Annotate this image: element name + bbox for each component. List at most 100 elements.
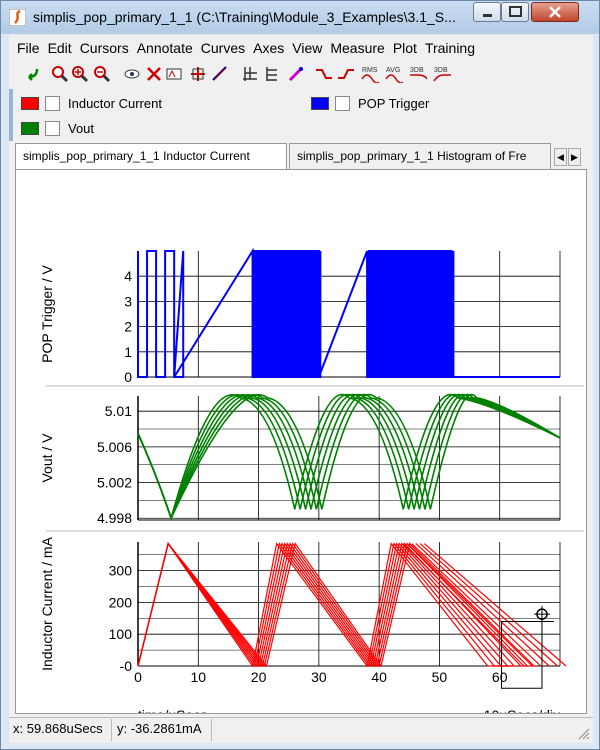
menu-training[interactable]: Training xyxy=(424,40,475,56)
inductor-current-trace xyxy=(423,543,567,667)
y-axis-label: POP Trigger / V xyxy=(39,264,55,362)
curve-legend: Inductor Current POP Trigger Vout xyxy=(9,89,593,141)
status-bar: x: 59.868uSecs y: -36.2861mA xyxy=(9,717,593,743)
x-division-label: 10uSecs/div xyxy=(484,707,560,713)
menu-file[interactable]: File xyxy=(17,40,40,56)
status-separator xyxy=(111,719,112,741)
waveform-plot[interactable]: 0 1 2 3 4 POP Trigger / V 4.998 5.002 5.006 5.01 V… xyxy=(16,170,586,723)
y-tick-label: 300 xyxy=(109,563,133,579)
legend-swatch-inductor-current xyxy=(21,96,39,110)
eye-icon[interactable] xyxy=(123,65,141,83)
menu-axes[interactable]: Axes xyxy=(253,40,285,56)
status-y-readout: y: -36.2861mA xyxy=(117,721,202,736)
window-title: simplis_pop_primary_1_1 (C:\Training\Mod… xyxy=(33,9,456,25)
legend-splitter[interactable] xyxy=(9,89,13,141)
vout-trace xyxy=(137,393,561,521)
tab-scroll-left-icon[interactable]: ◀ xyxy=(554,148,567,166)
y-tick-label: -0 xyxy=(120,658,133,674)
3db-point-icon[interactable]: 3DB xyxy=(409,65,427,83)
y-tick-label: 4.998 xyxy=(97,510,132,526)
legend-swatch-vout xyxy=(21,121,39,135)
y-tick-label: 200 xyxy=(109,594,133,610)
simplis-app-icon xyxy=(9,9,26,26)
close-icon xyxy=(549,6,561,18)
tab-inductor-current[interactable]: simplis_pop_primary_1_1 Inductor Current xyxy=(15,143,287,171)
vout-trace xyxy=(137,393,561,521)
menu-measure[interactable]: Measure xyxy=(330,40,385,56)
toolbar: RMS AVG 3DB 3DB xyxy=(9,63,593,87)
legend-checkbox-vout[interactable] xyxy=(45,120,60,136)
abc-label-icon[interactable] xyxy=(165,65,183,83)
delete-curve-icon[interactable] xyxy=(145,65,163,83)
inductor-current-trace xyxy=(411,543,542,667)
zoom-in-icon[interactable] xyxy=(71,65,89,83)
legend-swatch-pop-trigger xyxy=(311,96,329,110)
fall-time-icon[interactable] xyxy=(337,65,355,83)
menu-plot[interactable]: Plot xyxy=(392,40,417,56)
cursor-grid-icon[interactable] xyxy=(189,65,207,83)
axis-grid-icon[interactable] xyxy=(241,65,259,83)
resize-grip-icon[interactable] xyxy=(575,725,591,741)
y-axis-label: Inductor Current / mA xyxy=(39,536,55,670)
legend-checkbox-inductor-current[interactable] xyxy=(45,95,60,111)
y-tick-label: 100 xyxy=(109,626,133,642)
menu-cursors[interactable]: Cursors xyxy=(79,40,129,56)
axis-stack-icon[interactable] xyxy=(263,65,281,83)
inductor-current-trace xyxy=(419,543,558,667)
zoom-fit-icon[interactable] xyxy=(51,65,69,83)
y-tick-label: 3 xyxy=(124,293,132,309)
maximize-icon xyxy=(509,6,522,17)
x-tick-label: 10 xyxy=(190,669,206,685)
legend-item-vout[interactable]: Vout xyxy=(21,118,94,138)
inductor-current-trace xyxy=(137,542,506,668)
menu-annotate[interactable]: Annotate xyxy=(136,40,193,56)
rms-label: RMS xyxy=(362,67,378,74)
x-tick-label: 20 xyxy=(251,669,267,685)
y-tick-label: 1 xyxy=(124,344,132,360)
title-bar[interactable]: simplis_pop_primary_1_1 (C:\Training\Mod… xyxy=(1,1,599,34)
x-tick-label: 0 xyxy=(134,669,142,685)
menu-edit[interactable]: Edit xyxy=(47,40,72,56)
y-tick-label: 5.002 xyxy=(97,475,132,491)
legend-checkbox-pop-trigger[interactable] xyxy=(335,95,350,111)
x-tick-label: 40 xyxy=(371,669,387,685)
legend-label-vout: Vout xyxy=(68,120,95,136)
legend-item-pop-trigger[interactable]: POP Trigger xyxy=(311,93,429,113)
tab-histogram[interactable]: simplis_pop_primary_1_1 Histogram of Fre xyxy=(289,143,551,169)
legend-item-inductor-current[interactable]: Inductor Current xyxy=(21,93,162,113)
inductor-current-trace xyxy=(137,542,536,668)
legend-label-inductor-current: Inductor Current xyxy=(68,95,162,111)
undo-zoom-icon[interactable] xyxy=(23,65,41,83)
cursor-box xyxy=(501,620,554,689)
3db-bandwidth-icon[interactable]: 3DB xyxy=(433,65,451,83)
avg-label: AVG xyxy=(386,67,400,74)
pop-trigger-trace xyxy=(137,247,560,378)
x-tick-label: 60 xyxy=(492,669,508,685)
tab-scroll-right-icon[interactable]: ▶ xyxy=(568,148,581,166)
inductor-current-trace xyxy=(407,543,533,667)
zoom-out-icon[interactable] xyxy=(93,65,111,83)
menu-view[interactable]: View xyxy=(292,40,323,56)
maximize-button[interactable] xyxy=(501,2,529,22)
close-button[interactable] xyxy=(531,2,579,22)
y-tick-label: 5.006 xyxy=(97,439,132,455)
legend-label-pop-trigger: POP Trigger xyxy=(358,95,430,111)
paint-curve-icon[interactable] xyxy=(287,65,305,83)
vout-trace xyxy=(137,393,561,521)
rms-measure-icon[interactable]: RMS xyxy=(361,65,379,83)
y-axis-label: Vout / V xyxy=(39,433,55,483)
x-tick-label: 50 xyxy=(432,669,448,685)
x-axis-label: time/uSecs xyxy=(138,707,207,713)
status-divider xyxy=(9,717,593,718)
status-x-readout: x: 59.868uSecs xyxy=(13,721,103,736)
measure-icon[interactable] xyxy=(211,65,229,83)
y-tick-label: 4 xyxy=(124,268,132,284)
client-area: File Edit Cursors Annotate Curves Axes V… xyxy=(9,35,593,743)
menu-curves[interactable]: Curves xyxy=(200,40,246,56)
crosshair-cursor-lines xyxy=(533,606,550,623)
rise-time-icon[interactable] xyxy=(315,65,333,83)
avg-measure-icon[interactable]: AVG xyxy=(385,65,403,83)
3db-label-1: 3DB xyxy=(410,67,424,74)
minimize-button[interactable] xyxy=(473,2,501,22)
